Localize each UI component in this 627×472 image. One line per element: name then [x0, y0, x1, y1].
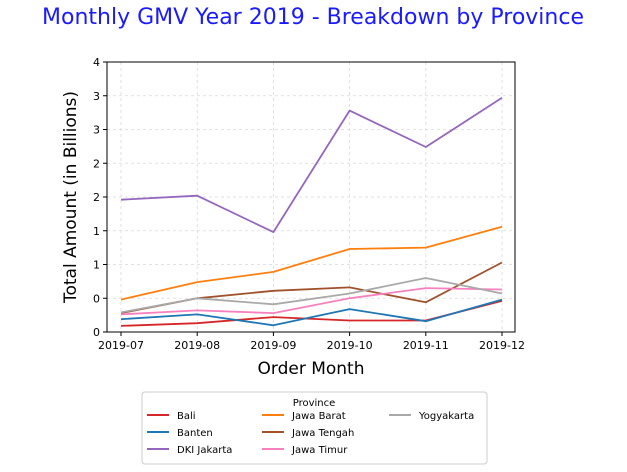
legend-label-dki-jakarta: DKI Jakarta	[177, 445, 232, 456]
x-tick-label: 2019-10	[327, 339, 373, 352]
series-line-dki-jakarta	[120, 97, 503, 234]
y-tick-label: 3	[93, 124, 100, 137]
y-tick-label: 1	[93, 259, 100, 272]
x-axis-ticks: 2019-07 2019-08 2019-09 2019-10 2019-11 2019-…	[98, 332, 525, 352]
series-line-jawa-barat	[120, 225, 503, 301]
y-axis-label: Total Amount (in Billions)	[61, 91, 81, 304]
y-tick-label: 3	[93, 90, 100, 103]
legend-label-yogyakarta: Yogyakarta	[418, 411, 474, 422]
x-tick-label: 2019-12	[479, 339, 525, 352]
legend-title: Province	[293, 398, 336, 409]
legend-label-bali: Bali	[177, 411, 196, 422]
series-line-jawa-timur	[120, 287, 503, 316]
legend-label-jawa-barat: Jawa Barat	[291, 411, 346, 422]
chart-title: Monthly GMV Year 2019 - Breakdown by Pro…	[42, 5, 584, 30]
y-tick-label: 0	[93, 292, 100, 305]
x-tick-label: 2019-09	[250, 339, 296, 352]
y-axis-ticks: 0 0 1 1 2 2 3 3 4	[93, 56, 107, 339]
series-lines	[120, 97, 503, 327]
series-line-bali	[120, 300, 503, 327]
y-tick-label: 0	[93, 326, 100, 339]
legend-items: Bali Banten DKI Jakarta Jawa Barat Jawa Teng…	[147, 411, 474, 456]
legend-box	[141, 391, 488, 465]
x-tick-label: 2019-08	[174, 339, 220, 352]
x-axis-label: Order Month	[258, 359, 365, 379]
series-line-yogyakarta	[120, 277, 503, 314]
y-tick-label: 2	[93, 191, 100, 204]
y-tick-label: 2	[93, 157, 100, 170]
legend: Province Bali Banten DKI Jakarta Jawa Barat…	[141, 391, 488, 465]
y-tick-label: 1	[93, 225, 100, 238]
x-tick-label: 2019-11	[403, 339, 449, 352]
legend-label-jawa-timur: Jawa Timur	[291, 445, 348, 456]
series-line-banten	[120, 298, 503, 327]
legend-label-banten: Banten	[177, 428, 213, 439]
y-tick-label: 4	[93, 56, 100, 69]
x-tick-label: 2019-07	[98, 339, 144, 352]
legend-label-jawa-tengah: Jawa Tengah	[291, 428, 354, 439]
